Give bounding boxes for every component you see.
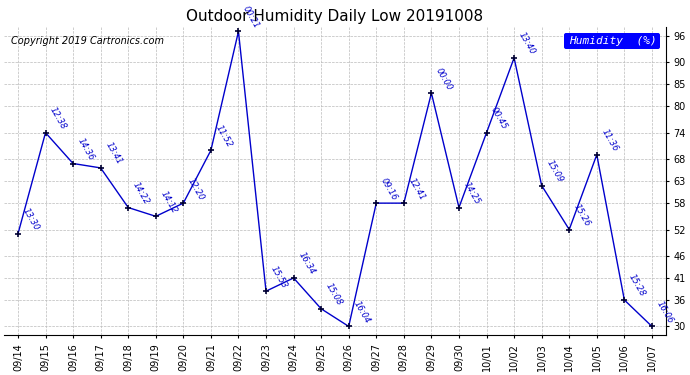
Text: 11:52: 11:52 (214, 123, 234, 149)
Text: 12:20: 12:20 (186, 176, 206, 202)
Text: 13:30: 13:30 (21, 207, 41, 232)
Title: Outdoor Humidity Daily Low 20191008: Outdoor Humidity Daily Low 20191008 (186, 9, 484, 24)
Text: 15:53: 15:53 (269, 264, 289, 290)
Text: 09:16: 09:16 (379, 176, 399, 202)
Text: 14:36: 14:36 (76, 136, 96, 162)
Text: 11:36: 11:36 (600, 128, 620, 153)
Text: Copyright 2019 Cartronics.com: Copyright 2019 Cartronics.com (11, 36, 164, 46)
Text: 00:00: 00:00 (434, 66, 454, 92)
Text: 15:09: 15:09 (544, 159, 564, 184)
Text: 15:26: 15:26 (572, 202, 592, 228)
Text: 13:40: 13:40 (517, 31, 537, 57)
Text: 15:08: 15:08 (324, 282, 344, 308)
Text: 16:04: 16:04 (351, 299, 371, 325)
Text: 16:06: 16:06 (655, 299, 675, 325)
Text: 00:21: 00:21 (241, 4, 262, 30)
Text: 15:28: 15:28 (627, 273, 647, 298)
Text: 14:12: 14:12 (159, 189, 179, 215)
Text: 14:22: 14:22 (131, 180, 151, 206)
Legend: Humidity  (%): Humidity (%) (564, 33, 660, 49)
Text: 00:45: 00:45 (489, 106, 509, 131)
Text: 13:41: 13:41 (104, 141, 124, 166)
Text: 12:41: 12:41 (406, 176, 426, 202)
Text: 12:38: 12:38 (48, 106, 68, 131)
Text: 16:34: 16:34 (297, 251, 316, 277)
Text: 14:25: 14:25 (462, 180, 482, 206)
